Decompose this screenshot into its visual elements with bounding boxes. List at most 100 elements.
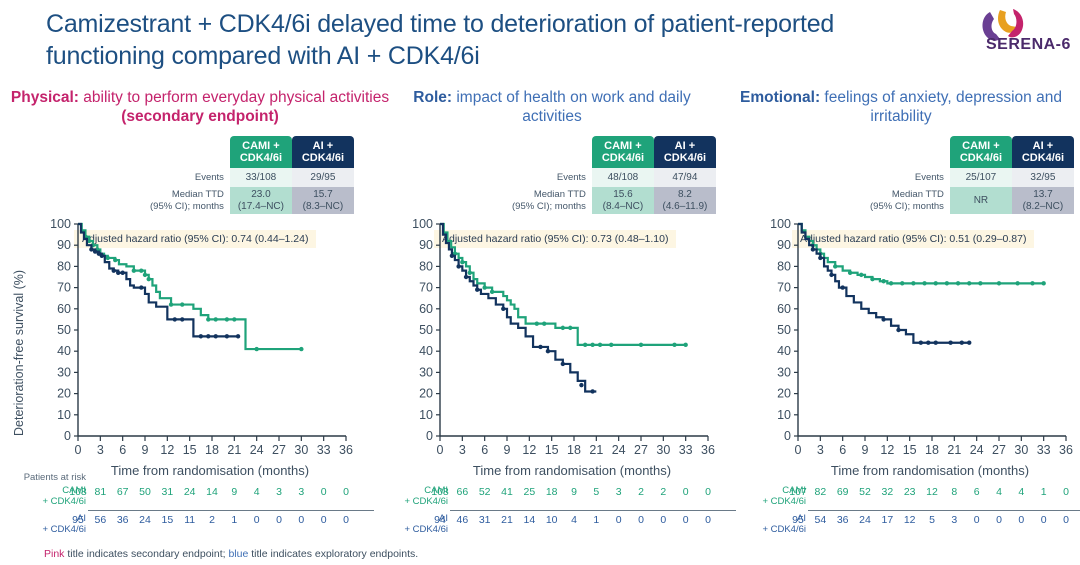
stats-row-label-events: Events: [914, 171, 944, 183]
censor-mark: [86, 238, 92, 244]
risk-value: 9: [231, 486, 238, 498]
risk-value: 0: [682, 486, 689, 498]
censor-mark: [120, 270, 125, 275]
risk-value: 10: [545, 514, 558, 526]
x-axis-label-physical: Time from randomisation (months): [110, 463, 310, 478]
risk-value: 14: [206, 486, 218, 498]
y-tick-label: 60: [57, 302, 71, 316]
stats-table-physical: CAMI + CDK4/6i AI + CDK4/6i Events 33/108 29/9…: [150, 136, 354, 214]
risk-separator: [88, 510, 374, 511]
risk-value: 0: [660, 514, 667, 526]
stats-events-ai: 29/95: [291, 168, 354, 187]
risk-value: 3: [951, 514, 958, 526]
x-tick-label: 24: [970, 443, 984, 457]
risk-row-label-cami: CAMI + CDK4/6i: [404, 485, 448, 507]
panel-physical: Physical: ability to perform everyday ph…: [0, 88, 400, 558]
y-tick-label: 10: [777, 408, 791, 422]
y-axis-label: Deterioration-free survival (%): [12, 269, 26, 436]
panel-title-physical: Physical: ability to perform everyday ph…: [0, 88, 400, 126]
stats-median-cami: 15.6 (8.4–NC): [591, 187, 654, 214]
stats-median-ai: 8.2 (4.6–11.9): [653, 187, 716, 214]
risk-value: 41: [501, 486, 513, 498]
x-tick-label: 12: [160, 443, 174, 457]
censor-mark: [672, 342, 677, 348]
footnote-blue-word: blue: [228, 548, 249, 560]
censor-mark: [560, 361, 566, 367]
x-tick-label: 0: [75, 443, 82, 457]
y-tick-label: 90: [419, 238, 433, 252]
y-tick-label: 30: [777, 365, 791, 379]
risk-value: 3: [298, 486, 305, 498]
risk-value: 23: [903, 486, 916, 498]
x-tick-label: 0: [437, 443, 444, 457]
censor-mark: [833, 264, 838, 269]
censor-mark: [538, 344, 543, 350]
censor-mark: [847, 270, 853, 275]
x-tick-label: 18: [205, 443, 219, 457]
km-curve-ai: [440, 222, 597, 393]
y-tick-label: 80: [57, 259, 71, 273]
censor-mark: [1041, 281, 1046, 286]
x-tick-label: 33: [317, 443, 331, 457]
stats-corner: [150, 136, 230, 168]
risk-value: 0: [996, 514, 1002, 526]
x-tick-label: 0: [795, 443, 802, 457]
censor-mark: [918, 340, 924, 345]
risk-value: 0: [1040, 514, 1047, 526]
panel-title-lead: Physical:: [10, 89, 79, 106]
risk-value: 1: [1040, 486, 1047, 498]
stats-header-cami: CAMI + CDK4/6i: [229, 136, 292, 168]
risk-value: 0: [1018, 514, 1025, 526]
x-tick-label: 27: [992, 443, 1006, 457]
stats-events-cami: 33/108: [229, 168, 292, 187]
censor-mark: [198, 334, 204, 339]
censor-mark: [139, 285, 144, 290]
risk-value: 5: [593, 486, 600, 498]
stats-events-ai: 47/94: [653, 168, 716, 187]
censor-mark: [146, 276, 151, 282]
risk-value: 0: [320, 486, 327, 498]
censor-mark: [116, 270, 121, 275]
censor-mark: [299, 346, 304, 352]
risk-value: 5: [929, 514, 935, 526]
censor-mark: [456, 264, 461, 269]
y-tick-label: 80: [419, 259, 433, 273]
y-tick-label: 70: [419, 281, 433, 295]
censor-mark: [955, 281, 961, 286]
y-tick-label: 30: [419, 365, 433, 379]
censor-mark: [475, 287, 480, 292]
censor-mark: [467, 270, 472, 275]
panel-title-rest: impact of health on work and daily activ…: [452, 89, 691, 126]
censor-mark: [933, 281, 938, 286]
stats-header-ai: AI + CDK4/6i: [653, 136, 716, 168]
x-tick-label: 15: [545, 443, 559, 457]
risk-value: 2: [209, 514, 215, 526]
censor-mark: [597, 342, 603, 348]
stats-corner: [870, 136, 950, 168]
censor-mark: [922, 281, 927, 286]
censor-mark: [582, 342, 588, 348]
censor-mark: [888, 281, 894, 286]
x-tick-label: 30: [656, 443, 670, 457]
logo-wordmark: SERENA-6: [986, 36, 1071, 53]
risk-value: 0: [298, 514, 305, 526]
y-tick-label: 20: [57, 387, 71, 401]
censor-mark: [168, 302, 174, 307]
stats-header-cami: CAMI + CDK4/6i: [949, 136, 1012, 168]
censor-mark: [463, 274, 469, 280]
x-tick-label: 9: [862, 443, 869, 457]
censor-mark: [579, 382, 584, 388]
x-axis-label-role: Time from randomisation (months): [472, 463, 672, 478]
x-tick-label: 3: [459, 443, 466, 457]
stats-row-label-events: Events: [194, 171, 224, 183]
censor-mark: [859, 272, 864, 278]
y-tick-label: 10: [57, 408, 71, 422]
serena-6-logo: SERENA-6: [978, 6, 1076, 58]
stats-events-cami: 25/107: [949, 168, 1012, 187]
y-tick-label: 0: [426, 429, 433, 443]
censor-mark: [933, 340, 938, 345]
x-tick-label: 15: [903, 443, 917, 457]
y-tick-label: 0: [784, 429, 791, 443]
risk-value: 67: [116, 486, 129, 498]
